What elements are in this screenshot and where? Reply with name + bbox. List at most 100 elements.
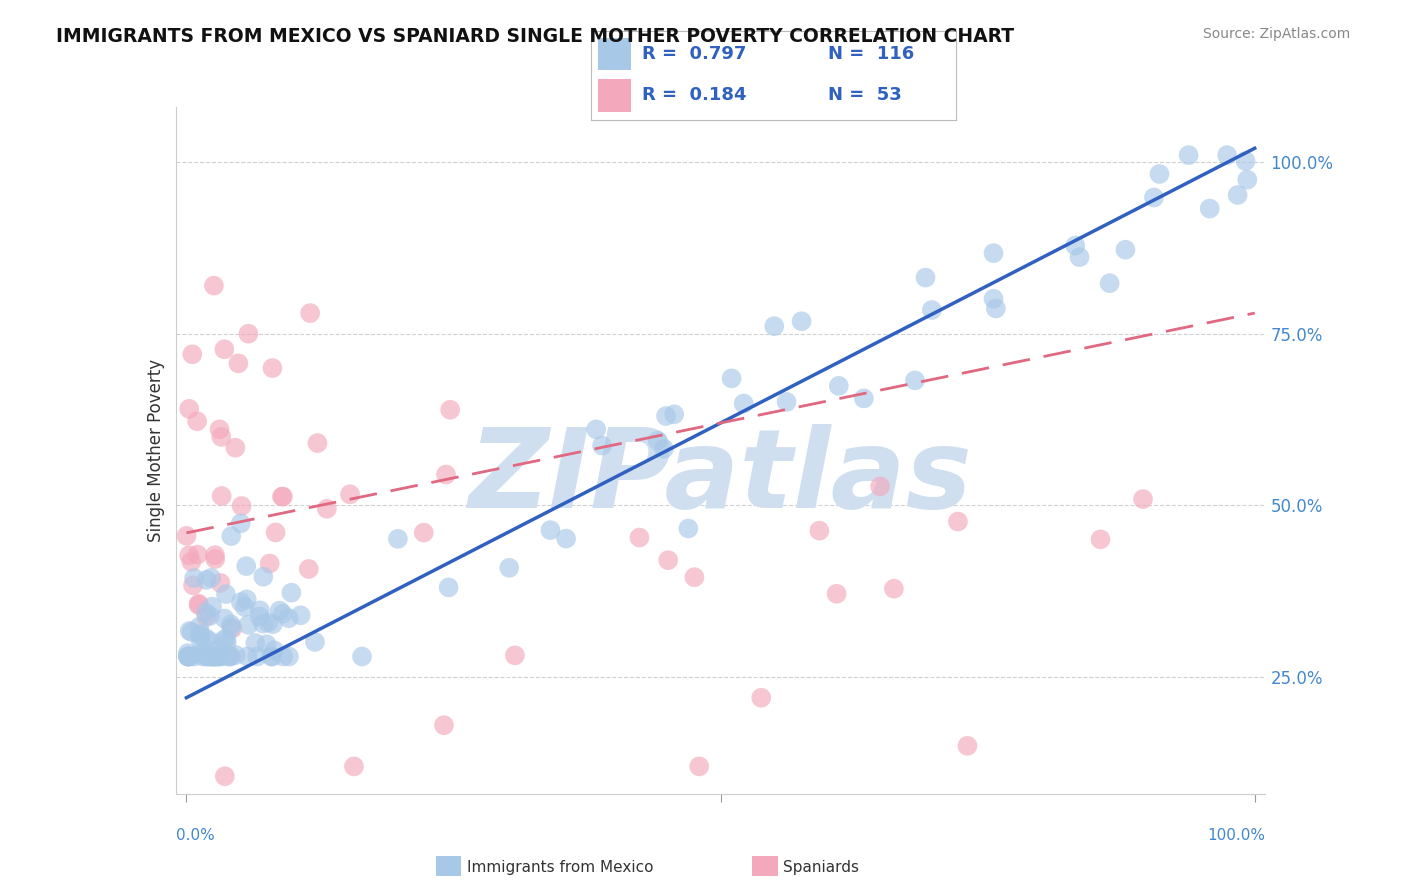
Point [555,532,578,546]
Point [224,441,246,455]
Point [869,479,891,493]
Point [439,402,461,417]
Text: N =  116: N = 116 [828,45,914,63]
Point [437,581,460,595]
Point [198,649,221,664]
Point [209,649,232,664]
Point [343,759,366,773]
Point [280,585,302,599]
Point [215,587,238,601]
Point [307,436,329,450]
Point [984,301,1007,316]
Point [195,573,218,587]
Point [652,442,675,456]
Point [252,616,274,631]
Point [201,649,224,664]
Point [177,649,200,664]
Point [538,523,561,537]
Text: 0.0%: 0.0% [176,828,215,843]
Text: IMMIGRANTS FROM MEXICO VS SPANIARD SINGLE MOTHER POVERTY CORRELATION CHART: IMMIGRANTS FROM MEXICO VS SPANIARD SINGL… [56,27,1014,45]
Point [655,409,678,423]
Point [1234,153,1257,168]
Text: 100.0%: 100.0% [1208,828,1265,843]
Point [179,649,201,664]
Point [315,501,337,516]
Point [177,649,200,664]
Text: N =  53: N = 53 [828,87,901,104]
Point [177,649,200,664]
Point [193,646,215,660]
Point [664,407,686,421]
Point [233,600,256,615]
Point [983,246,1005,260]
Point [195,632,218,646]
Point [214,342,236,356]
Point [1177,148,1199,162]
Point [921,303,943,318]
Point [235,559,257,574]
Point [503,648,526,663]
Point [177,646,200,660]
Text: Immigrants from Mexico: Immigrants from Mexico [467,861,654,875]
Point [215,632,238,646]
Point [852,392,875,406]
Point [956,739,979,753]
Point [277,611,299,625]
Point [225,648,247,662]
Point [263,643,285,657]
Text: Spaniards: Spaniards [783,861,859,875]
Point [201,599,224,614]
Point [179,549,201,563]
Point [259,557,281,571]
Point [412,525,434,540]
Point [387,532,409,546]
Point [433,718,456,732]
Point [179,624,201,638]
Point [290,608,312,623]
Point [683,570,706,584]
Point [249,609,271,624]
Point [238,617,260,632]
Point [195,649,218,664]
Point [585,422,607,436]
Point [211,489,233,503]
Bar [598,79,631,112]
Point [1064,238,1087,252]
Point [219,649,242,664]
Point [180,624,202,639]
Point [790,314,813,328]
Point [217,649,239,664]
Point [229,595,252,609]
Point [236,649,259,664]
Point [304,635,326,649]
Text: Source: ZipAtlas.com: Source: ZipAtlas.com [1202,27,1350,41]
Point [204,548,226,562]
Point [200,649,222,664]
Point [209,430,232,444]
Point [181,578,204,592]
Point [1198,202,1220,216]
Point [208,649,231,664]
Point [187,598,209,612]
Point [271,490,294,504]
Point [188,620,211,634]
Point [177,649,200,664]
Text: ZIPatlas: ZIPatlas [468,425,973,532]
Point [1236,172,1258,186]
Point [219,620,242,634]
Point [914,270,936,285]
Point [904,373,927,387]
Point [221,622,243,636]
Point [207,642,229,657]
Point [187,597,209,611]
Point [763,319,786,334]
Text: R =  0.184: R = 0.184 [641,87,747,104]
Point [183,649,205,664]
Point [339,487,361,501]
Point [1090,533,1112,547]
Point [202,649,225,664]
Point [200,571,222,585]
Y-axis label: Single Mother Poverty: Single Mother Poverty [146,359,165,542]
Point [1216,148,1239,162]
Text: R =  0.797: R = 0.797 [641,45,747,63]
